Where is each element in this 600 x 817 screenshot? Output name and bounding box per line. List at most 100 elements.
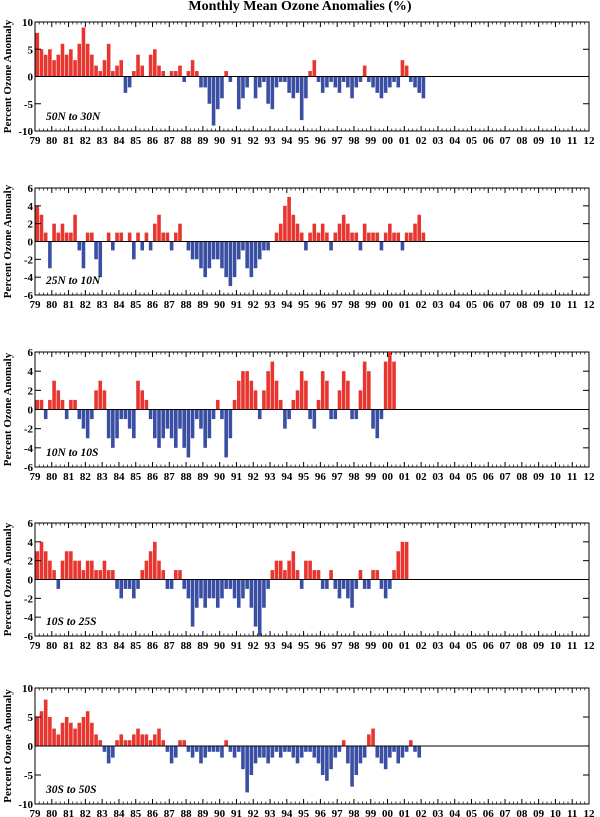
x-tick-label: 10 bbox=[550, 471, 562, 483]
negative-anomaly-bar bbox=[278, 76, 283, 82]
positive-anomaly-bar bbox=[316, 232, 321, 242]
positive-anomaly-bar bbox=[375, 570, 380, 580]
x-tick-label: 93 bbox=[265, 135, 277, 147]
negative-anomaly-bar bbox=[136, 579, 140, 589]
positive-anomaly-bar bbox=[320, 371, 325, 410]
x-tick-label: 89 bbox=[197, 808, 209, 817]
positive-anomaly-bar bbox=[48, 49, 52, 77]
positive-anomaly-bar bbox=[312, 570, 317, 580]
negative-anomaly-bar bbox=[341, 76, 346, 82]
negative-anomaly-bar bbox=[379, 76, 384, 99]
positive-anomaly-bar bbox=[106, 43, 111, 77]
x-tick-label: 81 bbox=[63, 471, 74, 483]
positive-anomaly-bar bbox=[48, 399, 52, 410]
positive-anomaly-bar bbox=[60, 399, 65, 410]
positive-anomaly-bar bbox=[148, 551, 153, 580]
positive-anomaly-bar bbox=[291, 551, 296, 580]
positive-anomaly-bar bbox=[60, 223, 65, 242]
y-tick-label: 6 bbox=[28, 347, 34, 359]
x-tick-label: 00 bbox=[382, 640, 394, 652]
negative-anomaly-bar bbox=[48, 241, 52, 269]
negative-anomaly-bar bbox=[287, 746, 291, 752]
negative-anomaly-bar bbox=[207, 76, 212, 104]
positive-anomaly-bar bbox=[367, 371, 371, 410]
positive-anomaly-bar bbox=[69, 49, 73, 77]
y-tick-label: 4 bbox=[28, 366, 34, 378]
positive-anomaly-bar bbox=[140, 390, 145, 410]
positive-anomaly-bar bbox=[90, 54, 94, 77]
x-tick-label: 04 bbox=[449, 471, 461, 483]
positive-anomaly-bar bbox=[186, 71, 191, 77]
positive-anomaly-bar bbox=[64, 232, 69, 242]
negative-anomaly-bar bbox=[375, 746, 380, 758]
positive-anomaly-bar bbox=[371, 728, 375, 746]
negative-anomaly-bar bbox=[228, 241, 233, 287]
positive-anomaly-bar bbox=[69, 399, 73, 410]
negative-anomaly-bar bbox=[102, 746, 107, 752]
positive-anomaly-bar bbox=[43, 54, 48, 77]
positive-anomaly-bar bbox=[169, 71, 174, 77]
positive-anomaly-bar bbox=[140, 65, 145, 77]
positive-anomaly-bar bbox=[388, 223, 392, 242]
x-tick-label: 91 bbox=[231, 808, 242, 817]
negative-anomaly-bar bbox=[383, 579, 388, 599]
x-tick-label: 90 bbox=[214, 640, 226, 652]
x-tick-label: 06 bbox=[483, 808, 495, 817]
positive-anomaly-bar bbox=[266, 371, 270, 410]
x-tick-label: 95 bbox=[298, 135, 310, 147]
x-tick-label: 96 bbox=[315, 299, 327, 311]
positive-anomaly-bar bbox=[224, 740, 228, 746]
positive-anomaly-bar bbox=[127, 232, 132, 242]
positive-anomaly-bar bbox=[404, 232, 409, 242]
positive-anomaly-bar bbox=[287, 560, 291, 580]
x-tick-label: 03 bbox=[432, 299, 444, 311]
negative-anomaly-bar bbox=[354, 746, 359, 775]
negative-anomaly-bar bbox=[194, 409, 199, 420]
positive-anomaly-bar bbox=[102, 390, 107, 410]
negative-anomaly-bar bbox=[299, 746, 304, 758]
positive-anomaly-bar bbox=[367, 232, 371, 242]
positive-anomaly-bar bbox=[98, 71, 103, 77]
x-tick-label: 87 bbox=[164, 471, 176, 483]
negative-anomaly-bar bbox=[169, 746, 174, 764]
negative-anomaly-bar bbox=[257, 241, 262, 260]
x-tick-label: 87 bbox=[164, 640, 176, 652]
positive-anomaly-bar bbox=[73, 60, 77, 77]
positive-anomaly-bar bbox=[413, 223, 417, 242]
positive-anomaly-bar bbox=[85, 43, 90, 77]
y-tick-label: -4 bbox=[24, 443, 34, 455]
positive-anomaly-bar bbox=[396, 232, 401, 242]
negative-anomaly-bar bbox=[127, 76, 132, 88]
x-tick-label: 08 bbox=[516, 471, 528, 483]
negative-anomaly-bar bbox=[308, 746, 312, 752]
y-axis-label: Percent Ozone Anomaly bbox=[2, 352, 14, 466]
positive-anomaly-bar bbox=[371, 570, 375, 580]
positive-anomaly-bar bbox=[350, 232, 354, 242]
y-tick-label: 10 bbox=[22, 17, 34, 29]
negative-anomaly-bar bbox=[236, 746, 241, 752]
y-tick-label: 4 bbox=[28, 201, 34, 213]
negative-anomaly-bar bbox=[169, 409, 174, 439]
negative-anomaly-bar bbox=[245, 579, 249, 589]
negative-anomaly-bar bbox=[354, 76, 359, 88]
region-label: 50N to 30N bbox=[46, 111, 101, 123]
positive-anomaly-bar bbox=[132, 71, 136, 77]
positive-anomaly-bar bbox=[190, 60, 195, 77]
x-tick-label: 82 bbox=[80, 299, 92, 311]
negative-anomaly-bar bbox=[350, 409, 354, 420]
negative-anomaly-bar bbox=[417, 746, 422, 758]
x-tick-label: 86 bbox=[147, 135, 159, 147]
positive-anomaly-bar bbox=[308, 560, 312, 580]
positive-anomaly-bar bbox=[174, 570, 178, 580]
positive-anomaly-bar bbox=[73, 399, 77, 410]
positive-anomaly-bar bbox=[358, 570, 363, 580]
region-label: 10N to 10S bbox=[46, 447, 98, 459]
y-tick-label: 6 bbox=[28, 183, 34, 195]
negative-anomaly-bar bbox=[220, 76, 224, 99]
positive-anomaly-bar bbox=[48, 717, 52, 746]
positive-anomaly-bar bbox=[52, 60, 56, 77]
positive-anomaly-bar bbox=[85, 560, 90, 580]
x-tick-label: 01 bbox=[399, 808, 410, 817]
positive-anomaly-bar bbox=[291, 214, 296, 242]
